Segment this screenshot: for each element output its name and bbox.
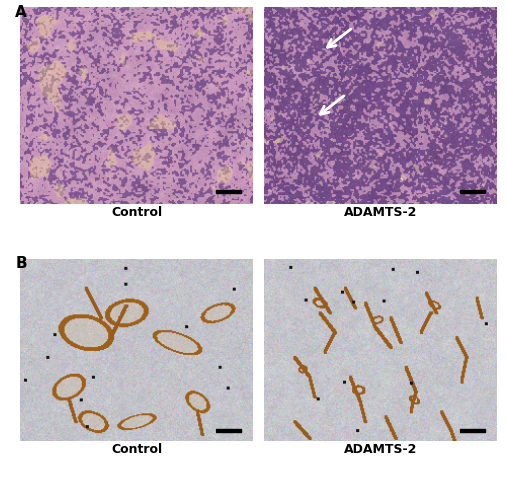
Text: Control: Control bbox=[111, 443, 162, 456]
Bar bbox=[460, 429, 485, 433]
Text: ADAMTS-2: ADAMTS-2 bbox=[344, 206, 417, 219]
Text: ADAMTS-2: ADAMTS-2 bbox=[344, 443, 417, 456]
Text: B: B bbox=[15, 256, 27, 271]
Text: A: A bbox=[15, 5, 27, 20]
Bar bbox=[216, 190, 241, 193]
Bar bbox=[460, 190, 485, 193]
Text: Control: Control bbox=[111, 206, 162, 219]
Bar bbox=[216, 429, 241, 433]
